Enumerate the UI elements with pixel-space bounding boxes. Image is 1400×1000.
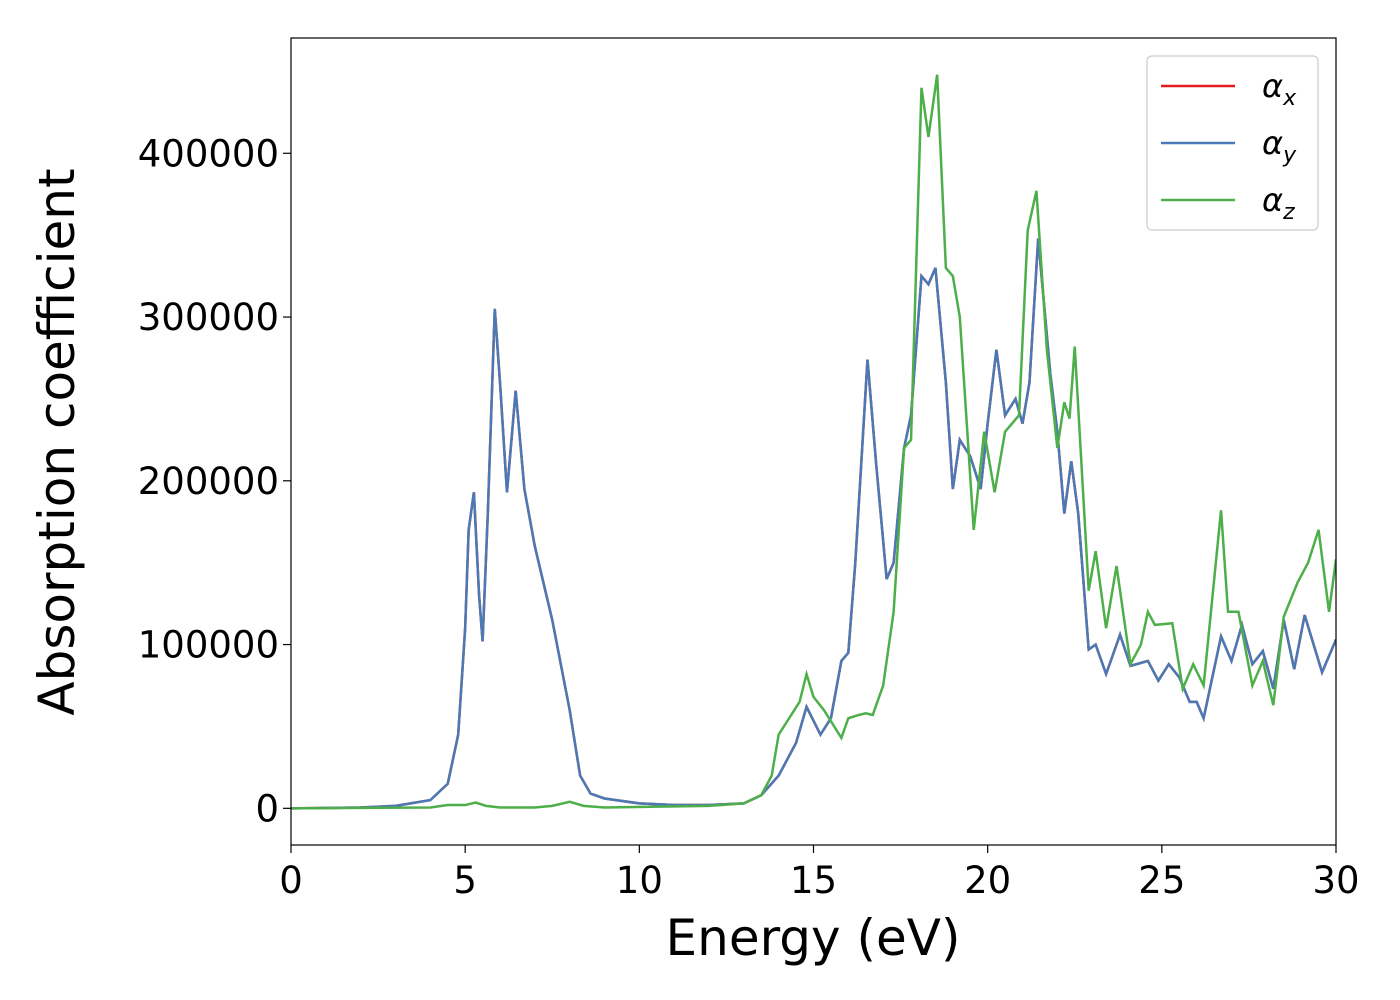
legend-label: αx bbox=[1262, 67, 1297, 111]
plot-frame bbox=[290, 37, 1337, 846]
y-axis-label: Absorption coefficient bbox=[28, 168, 86, 715]
y-tick-label: 100000 bbox=[138, 624, 279, 667]
legend-label: αy bbox=[1262, 124, 1297, 168]
legend-label: αz bbox=[1262, 181, 1295, 225]
x-tick-label: 15 bbox=[790, 859, 837, 902]
legend: αx αy αz bbox=[1146, 55, 1319, 231]
x-tick-label: 30 bbox=[1312, 859, 1359, 902]
y-tick-label: 400000 bbox=[138, 132, 279, 175]
y-tick-label: 0 bbox=[255, 787, 279, 830]
line bbox=[291, 238, 1336, 810]
x-tick-label: 10 bbox=[616, 859, 663, 902]
y-tick-label: 200000 bbox=[138, 460, 279, 503]
x-tick-label: 5 bbox=[453, 859, 477, 902]
y-tick-label: 300000 bbox=[138, 296, 279, 339]
x-tick-label: 0 bbox=[279, 859, 303, 902]
x-axis-label: Energy (eV) bbox=[666, 909, 961, 967]
x-tick-label: 20 bbox=[964, 859, 1011, 902]
x-tick-label: 25 bbox=[1138, 859, 1185, 902]
line bbox=[291, 74, 1336, 810]
